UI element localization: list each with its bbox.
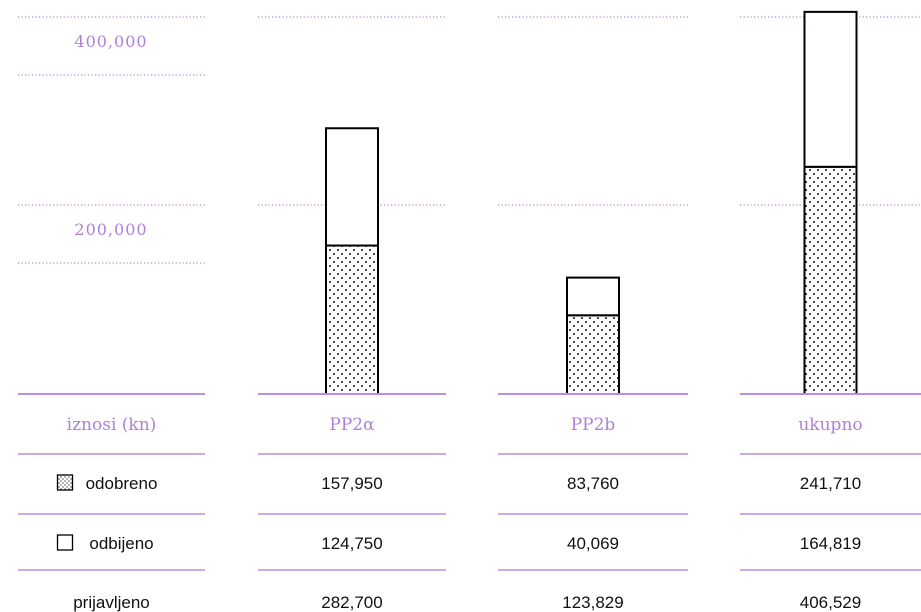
category-label: PP2b <box>571 415 616 435</box>
bar-odobreno-pp2b <box>566 314 620 395</box>
row-label: prijavljeno <box>73 593 150 612</box>
empty-square-icon: odbijeno <box>56 534 154 553</box>
bar-odbijeno-pp2a <box>325 127 379 247</box>
table-cell: 241,710 <box>800 474 861 493</box>
table-cell: 282,700 <box>321 593 382 612</box>
bar-odbijeno-pp2b <box>566 276 620 317</box>
dotted-square-icon: odobreno <box>56 474 158 493</box>
table-cell: 123,829 <box>562 593 623 612</box>
bar-odobreno-pp2a <box>325 244 379 395</box>
grid: 200,000 400,000 <box>18 16 921 264</box>
bars <box>325 10 858 395</box>
bar-odbijeno-ukupno <box>803 10 858 168</box>
table-cell: 164,819 <box>800 534 861 553</box>
empty-square-icon-box <box>56 534 74 551</box>
data-table: iznosi (kn) PP2α PP2b ukupno odobreno 157,950… <box>18 393 921 612</box>
legend-label: odbijeno <box>89 534 153 553</box>
table-header-label: iznosi (kn) <box>67 415 157 435</box>
y-tick-label: 400,000 <box>74 32 147 51</box>
dotted-square-icon-box <box>56 474 74 491</box>
y-tick-label: 200,000 <box>74 220 147 239</box>
category-label: PP2α <box>329 415 375 435</box>
table-cell: 40,069 <box>567 534 619 553</box>
table-cell: 124,750 <box>321 534 382 553</box>
table-cell: 157,950 <box>321 474 382 493</box>
table-cell: 83,760 <box>567 474 619 493</box>
legend-label: odobreno <box>86 474 158 493</box>
bar-odobreno-ukupno <box>803 165 858 395</box>
table-cell: 406,529 <box>800 593 861 612</box>
category-label: ukupno <box>798 415 862 435</box>
